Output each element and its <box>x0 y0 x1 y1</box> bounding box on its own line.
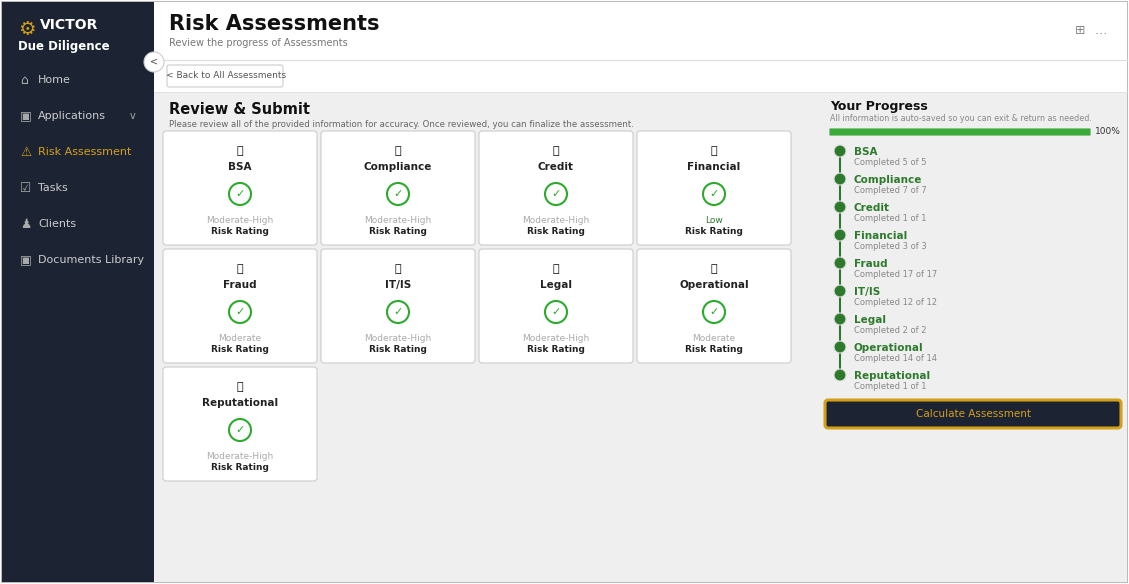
Text: Moderate-High: Moderate-High <box>523 334 589 343</box>
FancyBboxPatch shape <box>154 60 1127 92</box>
Text: Reputational: Reputational <box>202 398 278 408</box>
Text: 100%: 100% <box>1095 127 1121 137</box>
Text: Compliance: Compliance <box>854 175 922 185</box>
Text: Clients: Clients <box>38 219 76 229</box>
Text: Risk Rating: Risk Rating <box>211 345 269 354</box>
Circle shape <box>834 173 846 185</box>
FancyBboxPatch shape <box>825 400 1121 428</box>
Text: ✓: ✓ <box>551 307 561 317</box>
Circle shape <box>229 301 251 323</box>
Text: Documents Library: Documents Library <box>38 255 145 265</box>
Text: Legal: Legal <box>540 280 572 290</box>
FancyBboxPatch shape <box>2 2 154 582</box>
Text: BSA: BSA <box>228 162 252 172</box>
Text: ⌂: ⌂ <box>20 74 28 86</box>
Text: ▣: ▣ <box>20 253 32 266</box>
Text: Home: Home <box>38 75 71 85</box>
Text: Fraud: Fraud <box>854 259 887 269</box>
Text: 📋: 📋 <box>710 146 717 156</box>
Text: v: v <box>130 111 135 121</box>
Circle shape <box>834 313 846 325</box>
FancyBboxPatch shape <box>163 131 317 245</box>
Text: Operational: Operational <box>680 280 749 290</box>
FancyBboxPatch shape <box>830 128 1091 135</box>
Circle shape <box>545 183 567 205</box>
FancyBboxPatch shape <box>479 249 633 363</box>
Text: Risk Rating: Risk Rating <box>685 345 743 354</box>
Circle shape <box>834 201 846 213</box>
Text: BSA: BSA <box>854 147 877 157</box>
Text: ⚠: ⚠ <box>20 145 32 158</box>
Circle shape <box>145 52 164 72</box>
Text: Please review all of the provided information for accuracy. Once reviewed, you c: Please review all of the provided inform… <box>169 120 633 129</box>
FancyBboxPatch shape <box>637 249 791 363</box>
Text: All information is auto-saved so you can exit & return as needed.: All information is auto-saved so you can… <box>830 114 1092 123</box>
Text: ✓: ✓ <box>235 425 245 435</box>
Text: ✓: ✓ <box>393 189 403 199</box>
Text: Risk Rating: Risk Rating <box>527 227 585 236</box>
Text: Calculate Assessment: Calculate Assessment <box>916 409 1031 419</box>
FancyBboxPatch shape <box>154 2 1127 60</box>
Text: Risk Rating: Risk Rating <box>211 463 269 472</box>
Text: ⚙: ⚙ <box>18 20 35 39</box>
Text: VICTOR: VICTOR <box>40 18 98 32</box>
Text: 📋: 📋 <box>395 146 401 156</box>
Circle shape <box>834 145 846 157</box>
Text: Completed 17 of 17: Completed 17 of 17 <box>854 270 937 279</box>
Text: ⊞: ⊞ <box>1075 23 1085 36</box>
Text: 📋: 📋 <box>710 264 717 274</box>
Text: Reputational: Reputational <box>854 371 930 381</box>
Text: Risk Rating: Risk Rating <box>527 345 585 354</box>
Text: 📋: 📋 <box>395 264 401 274</box>
FancyBboxPatch shape <box>830 128 1091 135</box>
Text: Risk Assessments: Risk Assessments <box>169 14 379 34</box>
Text: <: < <box>150 57 158 67</box>
FancyBboxPatch shape <box>163 367 317 481</box>
FancyBboxPatch shape <box>321 249 475 363</box>
Text: Completed 5 of 5: Completed 5 of 5 <box>854 158 927 167</box>
Circle shape <box>834 341 846 353</box>
Text: ✓: ✓ <box>235 307 245 317</box>
FancyBboxPatch shape <box>167 65 283 87</box>
Text: Completed 3 of 3: Completed 3 of 3 <box>854 242 927 251</box>
Text: Fraud: Fraud <box>224 280 256 290</box>
Text: Completed 7 of 7: Completed 7 of 7 <box>854 186 927 195</box>
Text: ▣: ▣ <box>20 110 32 123</box>
Text: Risk Rating: Risk Rating <box>685 227 743 236</box>
Text: ♟: ♟ <box>20 217 32 231</box>
Text: Risk Rating: Risk Rating <box>369 227 427 236</box>
FancyBboxPatch shape <box>479 131 633 245</box>
Text: IT/IS: IT/IS <box>385 280 411 290</box>
Text: Low: Low <box>706 216 723 225</box>
Text: Moderate: Moderate <box>692 334 736 343</box>
Text: Review the progress of Assessments: Review the progress of Assessments <box>169 38 348 48</box>
Text: Moderate-High: Moderate-High <box>365 216 431 225</box>
Text: Moderate-High: Moderate-High <box>523 216 589 225</box>
Text: ✓: ✓ <box>709 189 719 199</box>
Circle shape <box>387 301 409 323</box>
Text: Completed 1 of 1: Completed 1 of 1 <box>854 214 927 223</box>
Text: Risk Assessment: Risk Assessment <box>38 147 131 157</box>
FancyBboxPatch shape <box>321 131 475 245</box>
Text: Review & Submit: Review & Submit <box>169 102 310 117</box>
Circle shape <box>545 301 567 323</box>
Text: Moderate-High: Moderate-High <box>207 452 273 461</box>
Text: Your Progress: Your Progress <box>830 100 928 113</box>
Text: Risk Rating: Risk Rating <box>211 227 269 236</box>
Text: 📋: 📋 <box>553 146 559 156</box>
FancyBboxPatch shape <box>163 249 317 363</box>
Text: ✓: ✓ <box>709 307 719 317</box>
Circle shape <box>229 419 251 441</box>
Text: Legal: Legal <box>854 315 886 325</box>
Circle shape <box>834 229 846 241</box>
Text: Due Diligence: Due Diligence <box>18 40 110 53</box>
Text: 📋: 📋 <box>553 264 559 274</box>
Text: 📋: 📋 <box>237 146 244 156</box>
FancyBboxPatch shape <box>637 131 791 245</box>
Text: Tasks: Tasks <box>38 183 68 193</box>
Text: Moderate: Moderate <box>218 334 262 343</box>
Circle shape <box>703 301 725 323</box>
Text: ✓: ✓ <box>393 307 403 317</box>
Text: IT/IS: IT/IS <box>854 287 881 297</box>
